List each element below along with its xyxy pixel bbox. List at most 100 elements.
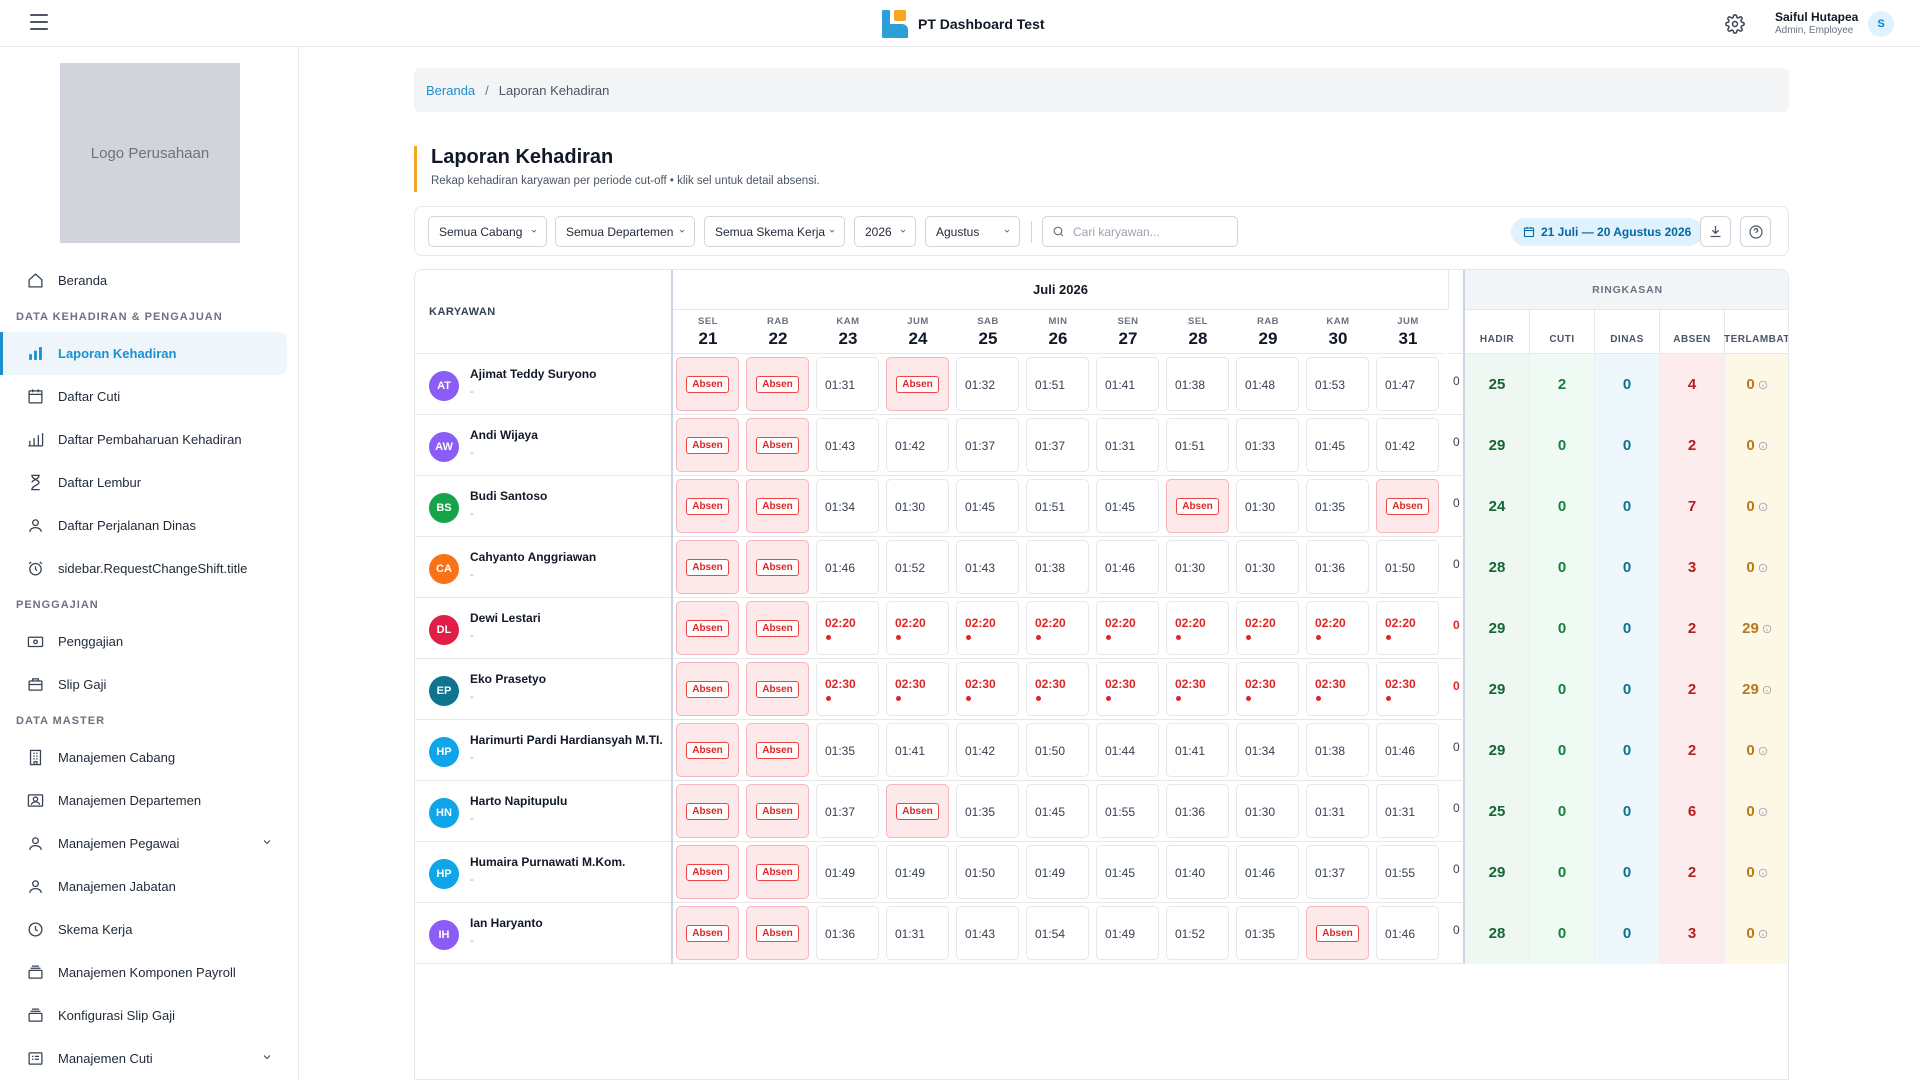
sidebar-item-konfigurasi-slip[interactable]: Konfigurasi Slip Gaji: [0, 994, 299, 1037]
attendance-cell[interactable]: 01:50: [1376, 540, 1439, 594]
attendance-cell[interactable]: 01:35: [1306, 479, 1369, 533]
attendance-cell[interactable]: 02:30: [1306, 662, 1369, 716]
attendance-cell[interactable]: 01:40: [1166, 845, 1229, 899]
employee-cell[interactable]: DL Dewi Lestari -: [415, 598, 673, 659]
attendance-cell[interactable]: 01:31: [1096, 418, 1159, 472]
attendance-cell[interactable]: 01:31: [1376, 784, 1439, 838]
attendance-cell[interactable]: 02:30: [816, 662, 879, 716]
attendance-cell[interactable]: 01:30: [1236, 479, 1299, 533]
attendance-cell[interactable]: 02:30: [1376, 662, 1439, 716]
attendance-cell-absent[interactable]: Absen: [746, 906, 809, 960]
sidebar-item-departemen[interactable]: Manajemen Departemen: [0, 779, 299, 822]
attendance-cell[interactable]: 01:55: [1376, 845, 1439, 899]
chevron-down-icon[interactable]: [261, 1051, 273, 1063]
attendance-cell[interactable]: 02:30: [1236, 662, 1299, 716]
employee-cell[interactable]: AT Ajimat Teddy Suryono -: [415, 354, 673, 415]
attendance-cell[interactable]: 01:49: [816, 845, 879, 899]
attendance-cell-absent[interactable]: Absen: [676, 479, 739, 533]
attendance-cell[interactable]: 02:20: [1026, 601, 1089, 655]
attendance-cell-absent[interactable]: Absen: [676, 845, 739, 899]
attendance-cell-absent[interactable]: Absen: [676, 906, 739, 960]
attendance-cell[interactable]: 02:30: [886, 662, 949, 716]
sidebar-item-beranda[interactable]: Beranda: [0, 259, 299, 302]
attendance-cell[interactable]: 01:30: [1236, 784, 1299, 838]
breadcrumb-home[interactable]: Beranda: [426, 82, 476, 98]
attendance-cell[interactable]: 01:36: [1306, 540, 1369, 594]
sidebar-item-penggajian[interactable]: Penggajian: [0, 620, 299, 663]
schedule-select[interactable]: Semua Skema Kerja: [704, 216, 845, 247]
attendance-cell[interactable]: 01:45: [1096, 479, 1159, 533]
help-button[interactable]: [1740, 216, 1771, 247]
sidebar-item-perjalanan-dinas[interactable]: Daftar Perjalanan Dinas: [0, 504, 299, 547]
attendance-cell[interactable]: 01:43: [956, 906, 1019, 960]
attendance-cell-absent[interactable]: Absen: [1376, 479, 1439, 533]
attendance-cell[interactable]: 01:38: [1026, 540, 1089, 594]
user-menu[interactable]: Saiful Hutapea Admin, Employee: [1775, 10, 1858, 36]
attendance-cell[interactable]: 01:35: [816, 723, 879, 777]
attendance-cell[interactable]: 01:30: [1166, 540, 1229, 594]
attendance-cell[interactable]: 01:34: [816, 479, 879, 533]
attendance-cell[interactable]: 01:42: [1376, 418, 1439, 472]
attendance-cell[interactable]: 01:46: [816, 540, 879, 594]
attendance-cell[interactable]: 01:46: [1096, 540, 1159, 594]
attendance-cell-absent[interactable]: Absen: [676, 723, 739, 777]
attendance-cell[interactable]: 01:51: [1026, 479, 1089, 533]
attendance-cell[interactable]: 01:51: [1026, 357, 1089, 411]
attendance-cell-absent[interactable]: Absen: [676, 540, 739, 594]
sidebar-item-jabatan[interactable]: Manajemen Jabatan: [0, 865, 299, 908]
attendance-cell[interactable]: 01:50: [956, 845, 1019, 899]
attendance-cell[interactable]: 01:37: [1306, 845, 1369, 899]
attendance-cell[interactable]: 01:41: [1166, 723, 1229, 777]
branch-select[interactable]: Semua Cabang: [428, 216, 547, 247]
info-icon[interactable]: [1758, 746, 1768, 756]
menu-icon[interactable]: [30, 14, 48, 30]
employee-cell[interactable]: EP Eko Prasetyo -: [415, 659, 673, 720]
attendance-cell-absent[interactable]: Absen: [746, 662, 809, 716]
attendance-cell-absent[interactable]: Absen: [886, 784, 949, 838]
info-icon[interactable]: [1758, 563, 1768, 573]
attendance-cell[interactable]: 01:50: [1026, 723, 1089, 777]
attendance-cell[interactable]: 01:46: [1376, 906, 1439, 960]
employee-cell[interactable]: HP Harimurti Pardi Hardiansyah M.TI. -: [415, 720, 673, 781]
info-icon[interactable]: [1758, 441, 1768, 451]
sidebar-item-cabang[interactable]: Manajemen Cabang: [0, 736, 299, 779]
attendance-cell[interactable]: 01:30: [1236, 540, 1299, 594]
attendance-cell[interactable]: 01:45: [1026, 784, 1089, 838]
attendance-cell[interactable]: 01:54: [1026, 906, 1089, 960]
attendance-cell[interactable]: 01:44: [1096, 723, 1159, 777]
department-select[interactable]: Semua Departemen: [555, 216, 695, 247]
search-input[interactable]: [1073, 224, 1233, 239]
attendance-cell[interactable]: 01:38: [1306, 723, 1369, 777]
attendance-cell[interactable]: 01:42: [886, 418, 949, 472]
attendance-cell[interactable]: 02:20: [886, 601, 949, 655]
avatar[interactable]: S: [1868, 11, 1894, 37]
sidebar-item-komponen-payroll[interactable]: Manajemen Komponen Payroll: [0, 951, 299, 994]
attendance-cell[interactable]: 01:46: [1376, 723, 1439, 777]
chevron-down-icon[interactable]: [261, 836, 273, 848]
attendance-cell[interactable]: 01:47: [1376, 357, 1439, 411]
attendance-cell-absent[interactable]: Absen: [676, 662, 739, 716]
info-icon[interactable]: [1758, 929, 1768, 939]
attendance-cell[interactable]: 01:31: [1306, 784, 1369, 838]
attendance-cell[interactable]: 01:45: [1096, 845, 1159, 899]
attendance-cell[interactable]: 01:41: [1096, 357, 1159, 411]
year-select[interactable]: 2026: [854, 216, 916, 247]
attendance-cell[interactable]: 01:53: [1306, 357, 1369, 411]
attendance-cell[interactable]: 01:49: [1026, 845, 1089, 899]
attendance-cell[interactable]: 01:48: [1236, 357, 1299, 411]
attendance-cell[interactable]: 02:30: [1026, 662, 1089, 716]
info-icon[interactable]: [1762, 624, 1772, 634]
attendance-cell-absent[interactable]: Absen: [676, 357, 739, 411]
attendance-cell[interactable]: 02:20: [1236, 601, 1299, 655]
attendance-cell[interactable]: 01:38: [1166, 357, 1229, 411]
attendance-cell[interactable]: 01:55: [1096, 784, 1159, 838]
attendance-cell[interactable]: 01:31: [816, 357, 879, 411]
attendance-cell[interactable]: 01:42: [956, 723, 1019, 777]
attendance-cell[interactable]: 01:46: [1236, 845, 1299, 899]
attendance-cell[interactable]: 01:34: [1236, 723, 1299, 777]
attendance-cell[interactable]: 01:51: [1166, 418, 1229, 472]
attendance-cell[interactable]: 01:43: [956, 540, 1019, 594]
attendance-cell[interactable]: 01:35: [1236, 906, 1299, 960]
attendance-cell[interactable]: 02:20: [1166, 601, 1229, 655]
attendance-cell[interactable]: 01:32: [956, 357, 1019, 411]
